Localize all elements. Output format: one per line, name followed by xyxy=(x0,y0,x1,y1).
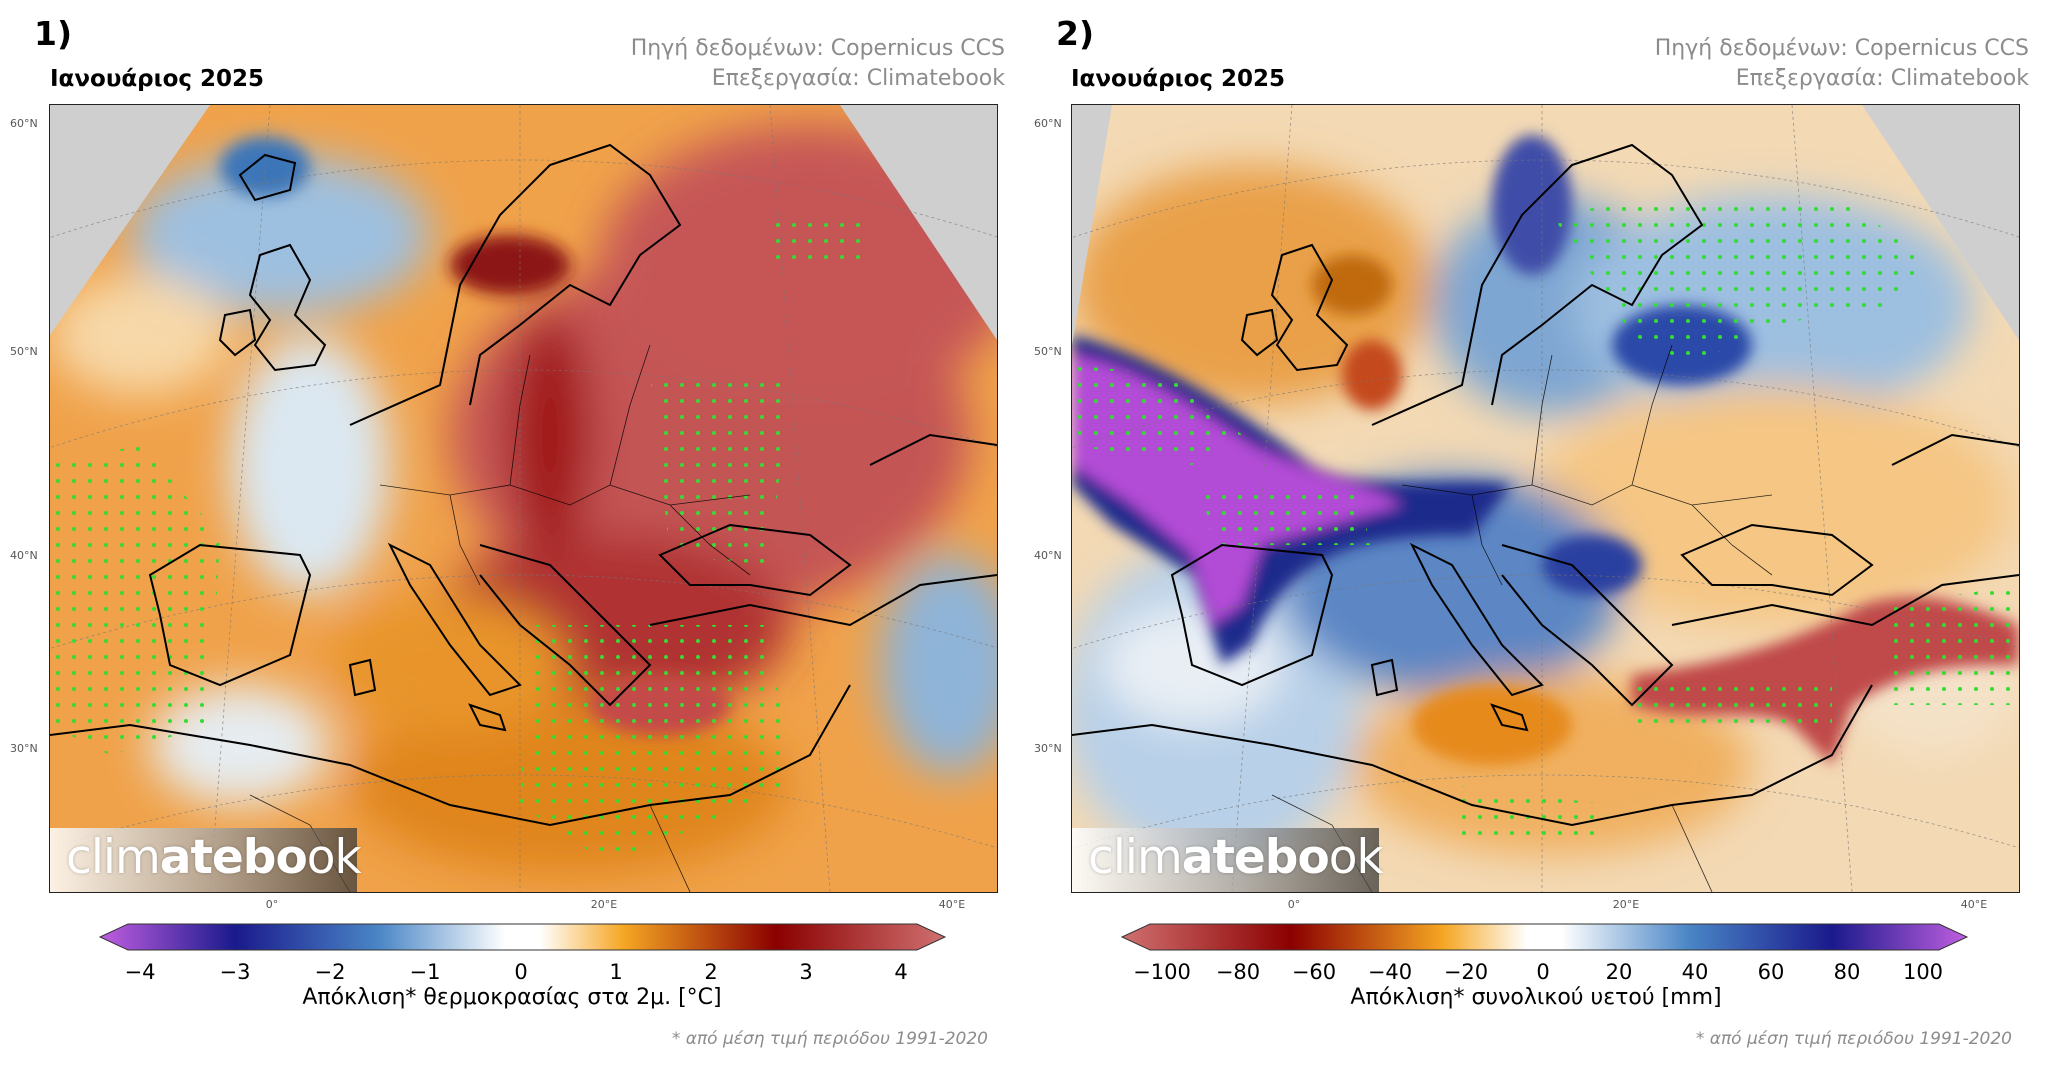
map-graphic xyxy=(50,105,997,892)
period-title: Ιανουάριος 2025 xyxy=(1071,66,1286,92)
lat-label: 50°N xyxy=(1034,345,1062,358)
colorbar-tick: 80 xyxy=(1833,960,1861,984)
lat-label: 30°N xyxy=(10,742,38,755)
significance-dots xyxy=(1072,195,2019,845)
precipitation-anomaly-map: climatebook xyxy=(1071,104,2020,893)
colorbar-tick: −40 xyxy=(1367,960,1413,984)
lon-label: 0° xyxy=(1287,898,1301,911)
climatebook-logo: climatebook xyxy=(1072,828,1384,892)
colorbar-graphic xyxy=(1120,923,1969,951)
lon-label: 20°E xyxy=(590,898,618,911)
temperature-anomaly-map: climatebook xyxy=(49,104,998,893)
lon-label: 40°E xyxy=(938,898,966,911)
panel-number: 2) xyxy=(1056,14,1095,53)
period-title: Ιανουάριος 2025 xyxy=(50,66,265,92)
colorbar-tick: −20 xyxy=(1443,960,1489,984)
lon-label: 40°E xyxy=(1960,898,1988,911)
colorbar-tick: 4 xyxy=(894,960,908,984)
footnote: * από μέση τιμή περιόδου 1991-2020 xyxy=(671,1029,988,1049)
colorbar-tick: 100 xyxy=(1902,960,1944,984)
footnote: * από μέση τιμή περιόδου 1991-2020 xyxy=(1695,1029,2012,1049)
processing-credit: Επεξεργασία: Climatebook xyxy=(711,66,1005,91)
colorbar-tick: −60 xyxy=(1291,960,1337,984)
colorbar-tick: 20 xyxy=(1605,960,1633,984)
temperature-anomaly-panel: 1) Ιανουάριος 2025 Πηγή δεδομένων: Coper… xyxy=(10,14,1005,1049)
colorbar-tick: −4 xyxy=(124,960,156,984)
lat-label: 40°N xyxy=(10,549,38,562)
lon-label: 0° xyxy=(265,898,279,911)
colorbar-tick: −100 xyxy=(1133,960,1191,984)
precipitation-colorbar xyxy=(1120,923,1969,951)
coastlines xyxy=(1072,143,2019,827)
significance-dots xyxy=(50,215,870,865)
precipitation-anomaly-panel: 2) Ιανουάριος 2025 Πηγή δεδομένων: Coper… xyxy=(1024,0,2048,1080)
colorbar-tick: 1 xyxy=(609,960,623,984)
lon-label: 20°E xyxy=(1612,898,1640,911)
colorbar-tick: 40 xyxy=(1681,960,1709,984)
colorbar-tick: 60 xyxy=(1757,960,1785,984)
colorbar-tick: 0 xyxy=(1536,960,1550,984)
temperature-colorbar xyxy=(98,923,947,951)
precipitation-field xyxy=(1072,105,2019,892)
colorbar-tick: −3 xyxy=(219,960,251,984)
lat-label: 50°N xyxy=(10,345,38,358)
logo-text: climatebook xyxy=(1088,830,1384,885)
lat-label: 30°N xyxy=(1034,742,1062,755)
colorbar-tick: 0 xyxy=(514,960,528,984)
coastlines xyxy=(50,143,997,827)
colorbar-tick: 2 xyxy=(704,960,718,984)
graticule xyxy=(50,105,997,892)
colorbar-tick: −2 xyxy=(314,960,346,984)
colorbar-tick: −80 xyxy=(1215,960,1261,984)
map-graphic xyxy=(1072,105,2019,892)
colorbar-graphic xyxy=(98,923,947,951)
lat-label: 60°N xyxy=(10,117,38,130)
data-source: Πηγή δεδομένων: Copernicus CCS xyxy=(1654,36,2029,61)
colorbar-title: Απόκλιση* συνολικού υετού [mm] xyxy=(1350,985,1722,1010)
panel-number: 1) xyxy=(34,14,73,53)
lat-label: 40°N xyxy=(1034,549,1062,562)
colorbar-tick: 3 xyxy=(799,960,813,984)
colorbar-title: Απόκλιση* θερμοκρασίας στα 2μ. [°C] xyxy=(302,985,722,1010)
lat-label: 60°N xyxy=(1034,117,1062,130)
climatebook-logo: climatebook xyxy=(50,828,362,892)
colorbar-tick: −1 xyxy=(409,960,441,984)
processing-credit: Επεξεργασία: Climatebook xyxy=(1735,66,2029,91)
logo-text: climatebook xyxy=(66,830,362,885)
data-source: Πηγή δεδομένων: Copernicus CCS xyxy=(630,36,1005,61)
